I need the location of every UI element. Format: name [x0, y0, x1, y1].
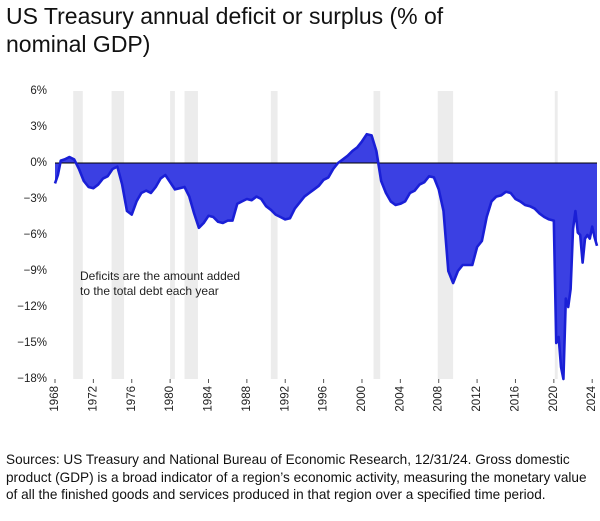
recession-band — [170, 91, 175, 379]
y-tick-label: 0% — [30, 157, 47, 169]
recession-band — [373, 91, 381, 379]
data-line — [53, 132, 599, 381]
area-fill — [55, 134, 597, 379]
x-tick-label: 2012 — [471, 386, 483, 412]
chart-title: US Treasury annual deficit or surplus (%… — [6, 3, 444, 57]
x-tick-label: 1988 — [241, 386, 253, 412]
x-tick-label: 1980 — [164, 386, 176, 412]
recession-band — [270, 91, 278, 379]
source-note: Sources: US Treasury and National Bureau… — [6, 452, 587, 502]
x-tick-label: 2004 — [394, 385, 406, 411]
x-tick-label: 1968 — [49, 386, 61, 412]
x-tick-label: 2016 — [509, 386, 521, 412]
recession-band — [111, 91, 125, 379]
x-tick-label: 1972 — [87, 386, 99, 412]
y-tick-label: −3% — [24, 193, 47, 205]
x-tick-label: 1984 — [203, 385, 215, 411]
x-tick-label: 2024 — [586, 385, 598, 411]
y-tick-label: 6% — [30, 85, 47, 97]
recession-band — [184, 91, 198, 379]
recession-band — [73, 91, 83, 379]
x-tick-label: 1992 — [279, 386, 291, 412]
y-tick-label: −9% — [24, 265, 47, 277]
x-tick-label: 1996 — [318, 386, 330, 412]
x-tick-label: 1976 — [126, 386, 138, 412]
x-tick-label: 2020 — [548, 386, 560, 412]
y-tick-label: −15% — [17, 337, 47, 349]
y-tick-label: −18% — [17, 373, 47, 385]
x-tick-label: 2000 — [356, 386, 368, 412]
x-tick-label: 2008 — [433, 386, 445, 412]
chart: 6% 3% 0% −3% −6% −9% −12% −15% −18%1968 1972 1976 1… — [17, 85, 599, 412]
y-tick-label: −6% — [24, 229, 47, 241]
annotation: to the total debt each year — [80, 284, 219, 298]
y-tick-label: 3% — [30, 121, 47, 133]
annotation: Deficits are the amount added — [80, 269, 240, 283]
y-tick-label: −12% — [17, 301, 47, 313]
